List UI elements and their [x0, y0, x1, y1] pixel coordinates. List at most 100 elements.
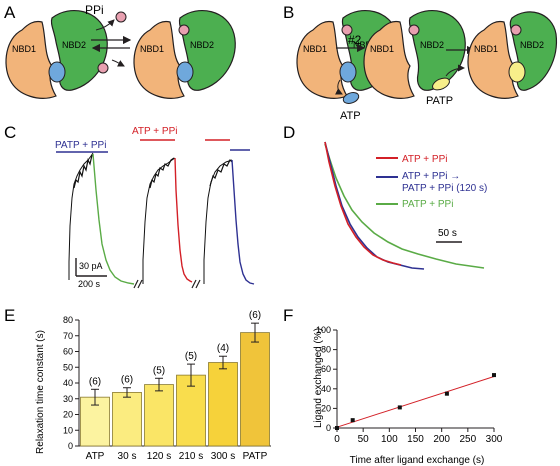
ppi-circle	[408, 24, 420, 36]
bar	[176, 374, 206, 447]
decay-trace-green	[324, 143, 485, 269]
x-tick-label: 0	[334, 434, 340, 445]
y-tick-label: 30	[63, 394, 73, 404]
ppi-circle	[115, 11, 127, 23]
scale-bar-label: 50 s	[438, 228, 457, 239]
x-tick-label: ATP	[86, 451, 105, 462]
decay-trace-red	[324, 141, 402, 266]
scatter-chart: 0 20 40 60 80 100 0 50 100 150 200 250 300	[316, 325, 503, 445]
legend-label: PATP + PPi	[402, 199, 453, 210]
x-tick-label: 150	[407, 434, 424, 445]
ppi-circle	[341, 24, 353, 36]
fit-line	[336, 376, 495, 428]
current-trace	[209, 158, 233, 187]
data-point	[444, 391, 449, 396]
decay-trace-blue	[324, 141, 425, 270]
bar	[112, 392, 142, 447]
nbd1-label: NBD1	[474, 44, 498, 54]
nbd2-domain	[50, 9, 108, 91]
solution-label: PATP + PPi	[55, 140, 106, 151]
data-point	[335, 426, 339, 430]
nbd1-domain	[467, 20, 519, 99]
panel-label-c: C	[4, 123, 16, 142]
y-tick-label: 50	[63, 362, 73, 372]
y-axis-label: Relaxation time constant (s)	[35, 330, 46, 454]
bar-chart: 0 10 20 30 40 50 60 70 80 (6) ATP (6) 30 s (5) 120 s (5…	[63, 310, 271, 462]
y-tick-label: 70	[63, 331, 73, 341]
n-label: (4)	[217, 343, 229, 354]
x-tick-label: 100	[381, 434, 398, 445]
nbd1-domain	[133, 20, 185, 99]
x-tick-label: 300 s	[211, 451, 235, 462]
y-tick-label: 80	[321, 345, 331, 355]
atp-label: ATP	[340, 110, 361, 122]
y-tick-label: 20	[321, 403, 331, 413]
x-tick-label: PATP	[243, 451, 268, 462]
current-trace	[73, 154, 93, 189]
data-point	[492, 373, 496, 378]
panel-label-b: B	[283, 3, 294, 22]
protein-b-3: NBD1 NBD2	[467, 11, 558, 99]
n-label: (6)	[89, 376, 101, 387]
nbd1-domain	[5, 20, 57, 99]
patp-ellipse	[432, 77, 450, 91]
decay-fit-green	[92, 153, 135, 285]
y-tick-label: 60	[321, 364, 331, 374]
panel-label-f: F	[283, 306, 293, 325]
nbd2-label: NBD2	[190, 40, 214, 50]
atp-site-ellipse	[48, 61, 66, 83]
bar	[208, 362, 238, 447]
bar	[240, 332, 270, 447]
decay-fit-red	[174, 157, 193, 283]
n-label: (6)	[121, 375, 133, 386]
x-tick-label: 200	[433, 434, 450, 445]
nbd2-label: NBD2	[420, 40, 444, 50]
y-tick-label: 0	[326, 423, 331, 433]
nbd1-label: NBD1	[140, 44, 164, 54]
data-point	[397, 405, 402, 410]
scale-bar-label: 200 s	[78, 279, 101, 289]
n-label: (5)	[153, 365, 165, 376]
atp-site-ellipse	[176, 61, 194, 83]
ppi-circle	[178, 24, 190, 36]
current-trace	[203, 159, 233, 284]
atp-site-ellipse	[339, 61, 357, 83]
x-tick-label: 250	[459, 434, 476, 445]
current-trace	[142, 157, 176, 284]
n-label: (6)	[249, 310, 261, 321]
nbd2-label: NBD2	[520, 40, 544, 50]
nbd2-label: NBD2	[62, 40, 86, 50]
bar	[144, 384, 174, 447]
solution-label: ATP + PPi	[132, 126, 177, 137]
x-axis-label: Time after ligand exchange (s)	[350, 455, 485, 466]
atp-ellipse	[342, 92, 360, 104]
patp-label: PATP	[426, 95, 453, 107]
curved-arrow	[95, 19, 115, 31]
y-tick-label: 10	[63, 425, 73, 435]
y-tick-label: 20	[63, 410, 73, 420]
x-tick-label: 210 s	[179, 451, 203, 462]
curved-arrow	[111, 59, 125, 67]
y-tick-label: 60	[63, 347, 73, 357]
patp-site-ellipse	[508, 61, 526, 83]
x-tick-label: 120 s	[147, 451, 171, 462]
legend-label: PATP + PPi (120 s)	[402, 183, 487, 194]
current-trace	[68, 152, 94, 280]
ppi-label: PPi	[85, 3, 104, 17]
nbd1-label: NBD1	[370, 44, 394, 54]
legend-label: ATP + PPi →	[402, 171, 460, 182]
data-point	[350, 418, 355, 423]
y-tick-label: 80	[63, 315, 73, 325]
x-tick-label: 300	[486, 434, 503, 445]
curved-arrow	[445, 64, 465, 77]
curved-arrow	[335, 79, 343, 95]
protein-a-left: NBD1 NBD2	[5, 9, 108, 99]
y-tick-label: 40	[321, 384, 331, 394]
y-tick-label: 40	[63, 378, 73, 388]
nbd1-label: NBD1	[303, 44, 327, 54]
panel-label-a: A	[4, 3, 16, 22]
y-tick-label: 0	[68, 441, 73, 451]
panel-label-d: D	[283, 123, 295, 142]
scale-bar-label: 30 pA	[79, 261, 103, 271]
